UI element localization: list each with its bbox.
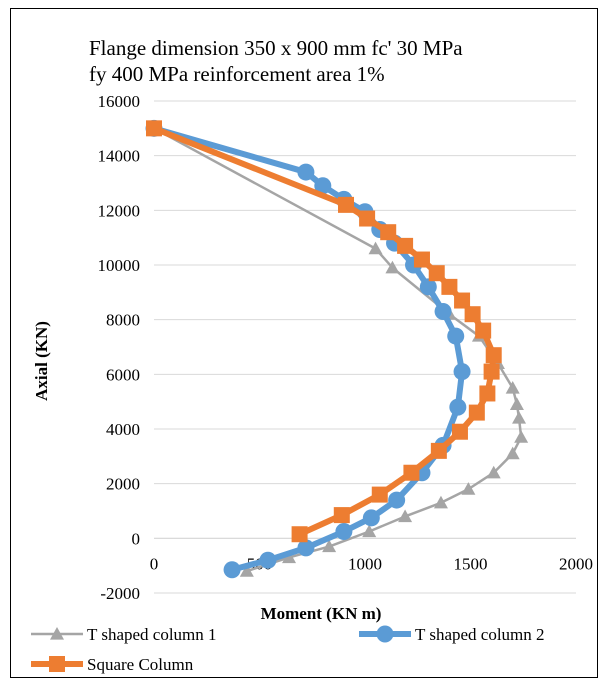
y-tick-label-9: 16000 <box>98 92 141 111</box>
series-3-point-4 <box>397 237 414 254</box>
series-1-point-17 <box>282 550 297 564</box>
series-1-point-15 <box>362 524 377 538</box>
chart-canvas: Flange dimension 350 x 900 mm fc' 30 MPa… <box>31 36 594 674</box>
series-3-point-20 <box>291 526 308 543</box>
series-3-point-3 <box>380 224 397 241</box>
y-tick-label-7: 12000 <box>98 201 141 220</box>
y-tick-label-5: 8000 <box>106 311 140 330</box>
x-tick-label-0: 0 <box>150 554 159 573</box>
legend-label-2: T shaped column 2 <box>415 625 545 644</box>
legend-label-3: Square Column <box>87 655 194 674</box>
series-2-point-20 <box>223 561 241 579</box>
series-1-point-2 <box>385 260 400 274</box>
chart-title-line-2: fy 400 MPa reinforcement area 1% <box>89 62 385 86</box>
series-2-point-19 <box>259 551 277 569</box>
series-3-point-17 <box>403 464 420 481</box>
series-layer <box>145 119 529 579</box>
series-3-point-16 <box>430 442 447 459</box>
series-2-point-12 <box>449 398 467 416</box>
series-3-point-8 <box>454 292 471 309</box>
series-3-point-6 <box>428 265 445 282</box>
series-3 <box>146 120 502 543</box>
series-2-point-1 <box>297 163 315 181</box>
legend-marker-1 <box>50 627 64 640</box>
series-2-point-17 <box>335 523 353 540</box>
series-3-point-0 <box>146 120 162 137</box>
series-2-point-18 <box>297 539 315 557</box>
series-2-point-15 <box>388 491 406 509</box>
series-1-point-6 <box>505 381 520 394</box>
series-1-point-16 <box>322 539 337 553</box>
series-3-point-19 <box>333 507 350 524</box>
y-tick-label-4: 6000 <box>106 365 140 384</box>
y-tick-label-3: 4000 <box>106 420 140 439</box>
legend-marker-3 <box>49 656 65 672</box>
series-1-point-14 <box>398 509 413 523</box>
legend: T shaped column 1 T shaped column 2 Square… <box>31 625 545 674</box>
x-tick-label-4: 2000 <box>559 554 593 573</box>
series-1-point-18 <box>239 564 254 577</box>
series-3-point-11 <box>485 347 502 364</box>
series-2-point-8 <box>419 278 437 296</box>
series-3-point-9 <box>464 306 481 323</box>
series-2-point-11 <box>453 363 471 381</box>
y-tick-label-0: -2000 <box>100 584 140 603</box>
series-1-point-7 <box>509 397 524 410</box>
series-3-point-15 <box>451 423 468 440</box>
series-1-point-10 <box>505 446 520 460</box>
series-2-point-16 <box>362 509 380 527</box>
y-tick-label-8: 14000 <box>98 147 141 166</box>
legend-label-1: T shaped column 1 <box>87 625 217 644</box>
series-2-point-10 <box>447 327 465 345</box>
series-1-point-8 <box>512 411 527 424</box>
gridlines <box>154 100 576 594</box>
chart-title-line-1: Flange dimension 350 x 900 mm fc' 30 MPa <box>89 36 463 60</box>
series-3-point-18 <box>371 486 388 503</box>
series-3-point-14 <box>468 404 485 421</box>
legend-item-2: T shaped column 2 <box>359 625 545 644</box>
series-3-point-7 <box>441 278 458 295</box>
series-3-point-2 <box>359 210 376 227</box>
series-1-point-9 <box>514 430 529 443</box>
series-1-point-11 <box>486 465 501 479</box>
series-3-point-13 <box>479 385 496 402</box>
series-3-point-5 <box>413 251 430 268</box>
x-axis-title: Moment (KN m) <box>261 604 382 623</box>
chart-frame: Flange dimension 350 x 900 mm fc' 30 MPa… <box>10 8 598 678</box>
series-2-line <box>153 125 466 573</box>
tick-labels: -200002000400060008000100001200014000160… <box>98 92 594 603</box>
x-tick-label-2: 1000 <box>348 554 382 573</box>
series-1-point-1 <box>368 241 383 255</box>
y-tick-label-6: 10000 <box>98 256 141 275</box>
x-tick-label-3: 1500 <box>454 554 488 573</box>
y-tick-label-2: 2000 <box>106 475 140 494</box>
y-tick-label-1: 0 <box>132 529 141 548</box>
series-3-point-12 <box>483 363 500 380</box>
series-2-point-2 <box>314 177 332 195</box>
series-3-point-10 <box>475 322 492 339</box>
series-3-point-1 <box>338 196 355 213</box>
series-1-point-13 <box>433 495 448 509</box>
series-2-point-9 <box>434 302 452 320</box>
y-axis-title: Axial (KN) <box>32 321 51 401</box>
legend-item-1: T shaped column 1 <box>31 625 217 644</box>
legend-item-3: Square Column <box>31 655 194 674</box>
series-1-point-12 <box>461 482 476 495</box>
legend-marker-2 <box>376 625 394 643</box>
